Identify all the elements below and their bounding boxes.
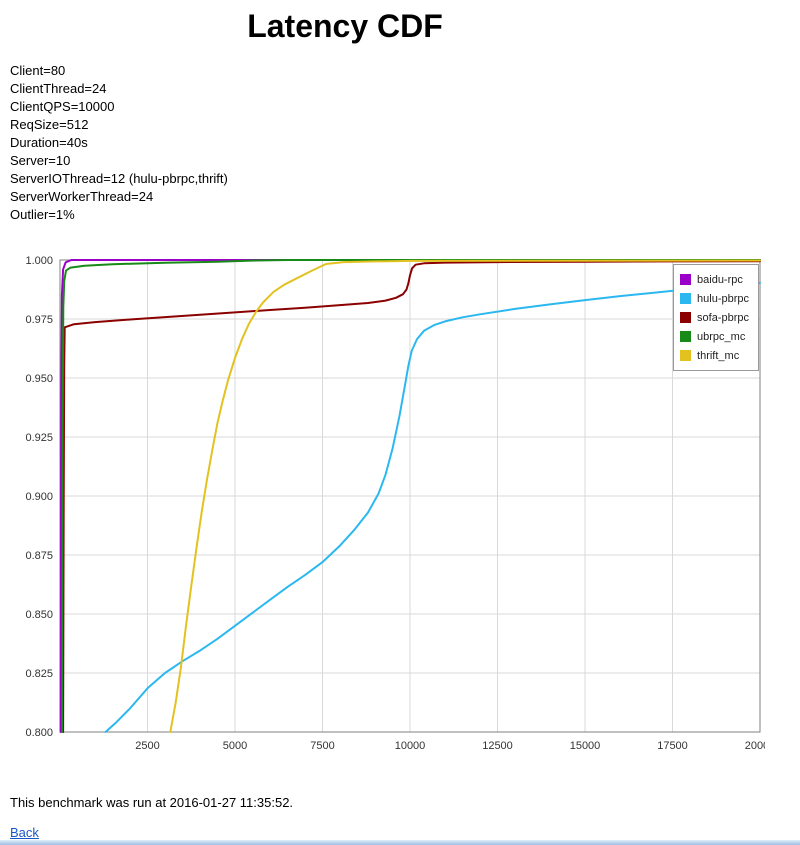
legend-label: ubrpc_mc (697, 330, 746, 343)
y-axis-tick-label: 1.000 (25, 255, 53, 267)
x-axis-tick-label: 7500 (310, 740, 334, 751)
x-axis-tick-label: 2500 (135, 740, 159, 751)
y-axis-tick-label: 0.850 (25, 609, 53, 621)
param-line: ClientThread=24 (10, 81, 107, 96)
legend-label: hulu-pbrpc (697, 292, 749, 305)
legend-item: ubrpc_mc (680, 327, 749, 346)
legend-swatch-icon (680, 274, 692, 285)
chart-container: 0.800 0.825 0.850 0.875 0.900 0.925 0.950 0.975… (10, 254, 765, 751)
x-axis-tick-label: 20000 (745, 740, 765, 751)
param-line: ServerWorkerThread=24 (10, 189, 154, 204)
benchmark-note: This benchmark was run at 2016-01-27 11:… (10, 795, 294, 810)
legend-label: thrift_mc (697, 349, 740, 362)
series-baidu-rpc (59, 259, 761, 733)
series-ubrpc_mc (61, 259, 761, 733)
x-axis-tick-label: 12500 (482, 740, 513, 751)
y-axis-tick-label: 0.950 (25, 373, 53, 385)
series-hulu-pbrpc (104, 281, 761, 733)
legend-item: baidu-rpc (680, 270, 749, 289)
legend-swatch-icon (680, 331, 692, 342)
legend-item: sofa-pbrpc (680, 308, 749, 327)
legend-label: baidu-rpc (697, 273, 743, 286)
bottom-strip (0, 840, 800, 845)
param-line: Outlier=1% (10, 207, 75, 222)
legend-item: hulu-pbrpc (680, 289, 749, 308)
y-axis-tick-label: 0.975 (25, 314, 53, 326)
param-line: Server=10 (10, 153, 71, 168)
x-axis-tick-label: 10000 (395, 740, 426, 751)
series-thrift_mc (169, 259, 761, 733)
param-line: ClientQPS=10000 (10, 99, 115, 114)
legend-item: thrift_mc (680, 346, 749, 365)
y-axis-tick-label: 0.800 (25, 727, 53, 739)
param-line: Client=80 (10, 63, 66, 78)
x-axis-tick-label: 5000 (223, 740, 247, 751)
param-line: Duration=40s (10, 135, 88, 150)
x-axis-tick-label: 15000 (570, 740, 601, 751)
legend-swatch-icon (680, 350, 692, 361)
y-axis-tick-label: 0.925 (25, 432, 53, 444)
param-line: ReqSize=512 (10, 117, 89, 132)
y-axis-tick-label: 0.875 (25, 550, 53, 562)
page-title: Latency CDF (247, 8, 443, 44)
param-line: ServerIOThread=12 (hulu-pbrpc,thrift) (10, 171, 228, 186)
series-sofa-pbrpc (62, 260, 761, 733)
y-axis-tick-label: 0.825 (25, 668, 53, 680)
benchmark-params: Client=80 ClientThread=24 ClientQPS=10000 R… (10, 62, 800, 224)
legend-label: sofa-pbrpc (697, 311, 749, 324)
y-axis-tick-label: 0.900 (25, 491, 53, 503)
legend-swatch-icon (680, 312, 692, 323)
x-axis-tick-label: 17500 (657, 740, 688, 751)
latency-cdf-chart: 0.800 0.825 0.850 0.875 0.900 0.925 0.950 0.975… (25, 255, 765, 751)
back-link[interactable]: Back (10, 825, 39, 840)
legend-swatch-icon (680, 293, 692, 304)
